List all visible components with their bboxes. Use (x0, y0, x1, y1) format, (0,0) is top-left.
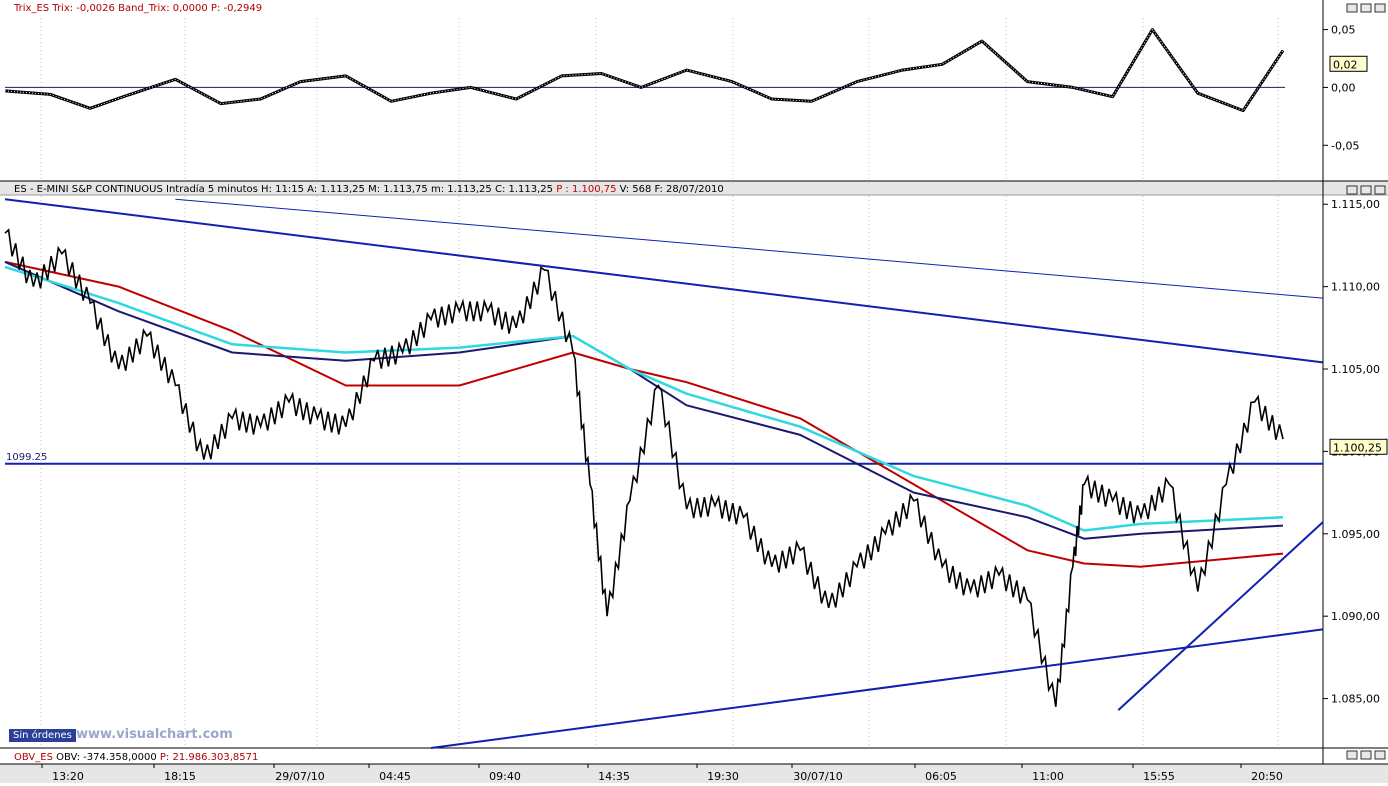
y-tick-label: 1.105,00 (1331, 363, 1380, 376)
trix-current-value: 0,02 (1333, 58, 1358, 71)
trix-current-box (1329, 55, 1368, 72)
y-tick-label: -0,05 (1331, 139, 1359, 152)
obv-header-item: OBV: -374.358,0000 (53, 752, 157, 763)
x-tick-label: 20:50 (1251, 770, 1283, 783)
trix-line (4, 28, 1285, 113)
watermark: www.visualchart.com (76, 727, 233, 742)
upper-thin-trend-line (175, 198, 1323, 299)
trix-header-item: Band_Trix: 0,0000 (115, 3, 208, 14)
obv-header-bar (0, 748, 1388, 764)
price-header-item: ES - E-MINI S&P CONTINUOUS (14, 184, 163, 195)
y-tick-label: 0,05 (1331, 24, 1356, 37)
price-current-value: 1.100,25 (1333, 441, 1382, 454)
price-header-bar (0, 181, 1388, 195)
y-tick-label: 1.085,00 (1331, 693, 1380, 706)
price-header-item: C: 1.113,25 (492, 184, 553, 195)
x-tick-label: 09:40 (489, 770, 521, 783)
x-tick-label: 30/07/10 (793, 770, 842, 783)
price-header-item: m: 1.113,25 (428, 184, 492, 195)
price-header-item: V: 568 (617, 184, 652, 195)
y-tick-label: 1.115,00 (1331, 198, 1380, 211)
price-header-item: Intradía 5 minutos (163, 183, 258, 195)
ema-red-line (4, 260, 1284, 568)
orders-badge[interactable]: Sin órdenes (8, 728, 77, 743)
price-line (4, 228, 1284, 707)
trix-header-item: Trix: -0,0026 (49, 3, 115, 14)
trix-header-item: Trix_ES (13, 3, 49, 14)
window-control-icon (1374, 185, 1386, 195)
x-tick-label: 29/07/10 (275, 770, 324, 783)
ema-cyan-line (4, 265, 1284, 532)
y-tick-label: 0,00 (1331, 81, 1356, 94)
x-tick-label: 06:05 (925, 770, 957, 783)
obv-header-item: OBV_ES (14, 752, 53, 763)
window-control-icon (1360, 185, 1372, 195)
price-current-box (1329, 438, 1388, 455)
x-tick-label: 14:35 (598, 770, 630, 783)
window-control-icon (1346, 750, 1358, 760)
y-tick-label: 1.090,00 (1331, 610, 1380, 623)
support-level-label: 1099.25 (6, 452, 47, 463)
x-tick-label: 15:55 (1143, 770, 1175, 783)
price-header-item: H: 11:15 (258, 184, 304, 195)
price-header-item: A: 1.113,25 (304, 184, 365, 195)
price-header-item: F: 28/07/2010 (651, 184, 723, 195)
y-tick-label: 1.095,00 (1331, 528, 1380, 541)
trix-header-item: P: -0,2949 (208, 3, 262, 14)
price-header-item: M: 1.113,75 (365, 184, 428, 195)
price-header-item: P : 1.100,75 (553, 184, 616, 195)
x-tick-label: 04:45 (379, 770, 411, 783)
obv-header-item: P: 21.986.303,8571 (157, 752, 259, 763)
time-axis-bar (0, 764, 1388, 783)
window-control-icon (1374, 3, 1386, 13)
rising-support-line (1117, 521, 1324, 711)
window-control-icon (1360, 750, 1372, 760)
window-control-icon (1346, 185, 1358, 195)
window-control-icon (1360, 3, 1372, 13)
window-control-icon (1374, 750, 1386, 760)
x-tick-label: 19:30 (707, 770, 739, 783)
price-header: ES - E-MINI S&P CONTINUOUS Intradía 5 mi… (14, 183, 724, 195)
obv-header: OBV_ES OBV: -374.358,0000 P: 21.986.303,… (14, 752, 258, 763)
x-tick-label: 18:15 (164, 770, 196, 783)
window-control-icon (1346, 3, 1358, 13)
trix-header: Trix_ES Trix: -0,0026 Band_Trix: 0,0000 … (13, 3, 262, 14)
ema-navy-line (4, 260, 1284, 540)
upper-trend-line (4, 198, 1323, 364)
x-tick-label: 11:00 (1032, 770, 1064, 783)
x-tick-label: 13:20 (52, 770, 84, 783)
lower-trend-line (430, 628, 1323, 749)
y-tick-label: 1.110,00 (1331, 281, 1380, 294)
